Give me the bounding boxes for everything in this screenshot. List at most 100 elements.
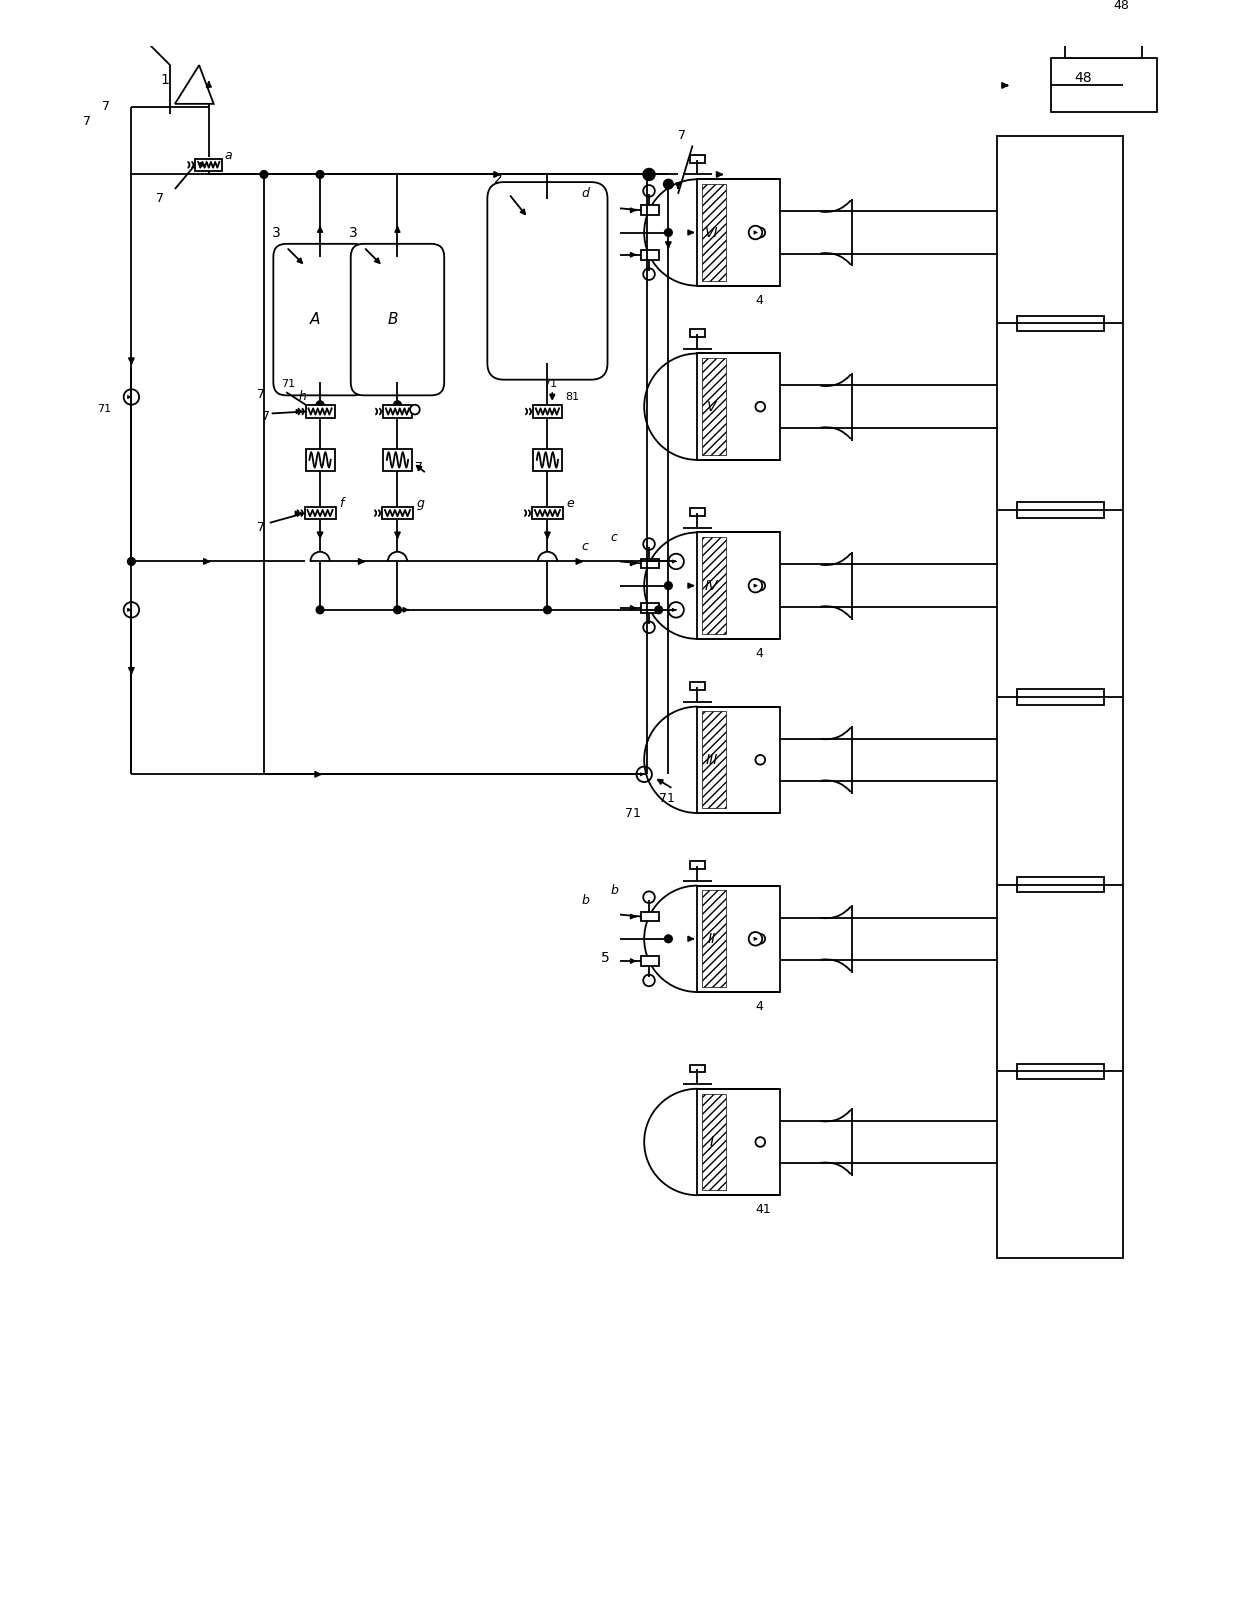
Text: 71: 71 bbox=[98, 404, 112, 414]
Circle shape bbox=[636, 766, 652, 782]
Text: b: b bbox=[582, 894, 589, 907]
Bar bbox=[641, 604, 658, 613]
Text: c: c bbox=[610, 531, 618, 544]
Bar bbox=[383, 406, 412, 417]
Circle shape bbox=[755, 755, 765, 764]
Bar bbox=[697, 532, 780, 639]
Polygon shape bbox=[175, 65, 213, 104]
Circle shape bbox=[543, 605, 552, 613]
Bar bbox=[641, 558, 658, 568]
FancyBboxPatch shape bbox=[487, 182, 608, 380]
Text: 3: 3 bbox=[272, 226, 280, 240]
Circle shape bbox=[665, 581, 672, 589]
Bar bbox=[702, 537, 727, 635]
Bar bbox=[697, 706, 780, 813]
Bar bbox=[702, 711, 727, 808]
Bar bbox=[689, 682, 706, 690]
Bar bbox=[1080, 16, 1128, 34]
Circle shape bbox=[644, 974, 655, 987]
Text: 71: 71 bbox=[543, 380, 557, 390]
Bar bbox=[305, 506, 336, 519]
Circle shape bbox=[393, 401, 402, 409]
Bar bbox=[997, 136, 1123, 1258]
Bar bbox=[689, 1065, 706, 1073]
Circle shape bbox=[668, 602, 683, 618]
Circle shape bbox=[655, 605, 662, 613]
Text: 71: 71 bbox=[281, 380, 295, 390]
Bar bbox=[1050, 58, 1157, 112]
Bar bbox=[305, 406, 335, 417]
Text: 48: 48 bbox=[1114, 0, 1130, 11]
Bar bbox=[1065, 34, 1142, 58]
Bar bbox=[641, 956, 658, 966]
Circle shape bbox=[644, 268, 655, 279]
Text: 7: 7 bbox=[257, 388, 265, 401]
Bar bbox=[697, 354, 780, 459]
Circle shape bbox=[749, 579, 763, 592]
Text: 71: 71 bbox=[625, 807, 641, 820]
FancyBboxPatch shape bbox=[273, 243, 367, 396]
Text: 7: 7 bbox=[155, 192, 164, 204]
Circle shape bbox=[755, 581, 765, 591]
Text: h: h bbox=[299, 391, 306, 404]
Bar bbox=[1017, 876, 1104, 893]
Bar bbox=[1017, 503, 1104, 518]
Text: f: f bbox=[340, 497, 343, 510]
Text: 7: 7 bbox=[83, 115, 91, 128]
Text: d: d bbox=[582, 187, 589, 200]
Circle shape bbox=[124, 390, 139, 404]
Text: A: A bbox=[310, 312, 320, 328]
Text: B: B bbox=[387, 312, 398, 328]
Bar bbox=[702, 1094, 727, 1190]
Text: 4: 4 bbox=[755, 648, 764, 661]
Text: 7: 7 bbox=[415, 461, 423, 474]
Circle shape bbox=[749, 226, 763, 239]
Bar bbox=[689, 329, 706, 338]
Circle shape bbox=[755, 1138, 765, 1147]
Circle shape bbox=[260, 170, 268, 179]
FancyBboxPatch shape bbox=[351, 243, 444, 396]
Text: 7: 7 bbox=[678, 130, 686, 143]
Text: II: II bbox=[708, 932, 715, 946]
Bar bbox=[689, 156, 706, 162]
Circle shape bbox=[124, 602, 139, 618]
Circle shape bbox=[316, 605, 324, 613]
Text: 2: 2 bbox=[495, 172, 503, 187]
Text: 81: 81 bbox=[565, 393, 579, 403]
Bar bbox=[641, 206, 658, 216]
Circle shape bbox=[665, 935, 672, 943]
Text: g: g bbox=[417, 497, 424, 510]
Circle shape bbox=[644, 185, 655, 196]
Bar bbox=[305, 450, 335, 471]
Circle shape bbox=[128, 558, 135, 565]
Bar bbox=[641, 250, 658, 260]
Text: 41: 41 bbox=[755, 1203, 771, 1216]
Text: e: e bbox=[567, 497, 574, 510]
Circle shape bbox=[663, 179, 673, 188]
Bar bbox=[697, 179, 780, 286]
Text: 4: 4 bbox=[755, 294, 764, 307]
Bar bbox=[533, 450, 562, 471]
Text: 71: 71 bbox=[658, 792, 675, 805]
Text: III: III bbox=[706, 753, 718, 766]
Bar bbox=[1017, 316, 1104, 331]
Circle shape bbox=[749, 932, 763, 946]
Circle shape bbox=[665, 229, 672, 237]
Bar bbox=[697, 886, 780, 992]
Circle shape bbox=[755, 227, 765, 237]
Text: 4: 4 bbox=[755, 1000, 764, 1013]
Text: 3: 3 bbox=[350, 226, 358, 240]
Circle shape bbox=[668, 553, 683, 570]
Text: VI: VI bbox=[706, 226, 719, 240]
Bar bbox=[533, 406, 562, 417]
Text: V: V bbox=[707, 399, 717, 414]
Text: b: b bbox=[610, 885, 619, 898]
Circle shape bbox=[755, 933, 765, 943]
Bar bbox=[702, 891, 727, 987]
Bar bbox=[382, 506, 413, 519]
Circle shape bbox=[410, 404, 419, 414]
Text: 7: 7 bbox=[103, 101, 110, 114]
Text: 1: 1 bbox=[160, 73, 170, 86]
Circle shape bbox=[316, 170, 324, 179]
Bar bbox=[532, 506, 563, 519]
